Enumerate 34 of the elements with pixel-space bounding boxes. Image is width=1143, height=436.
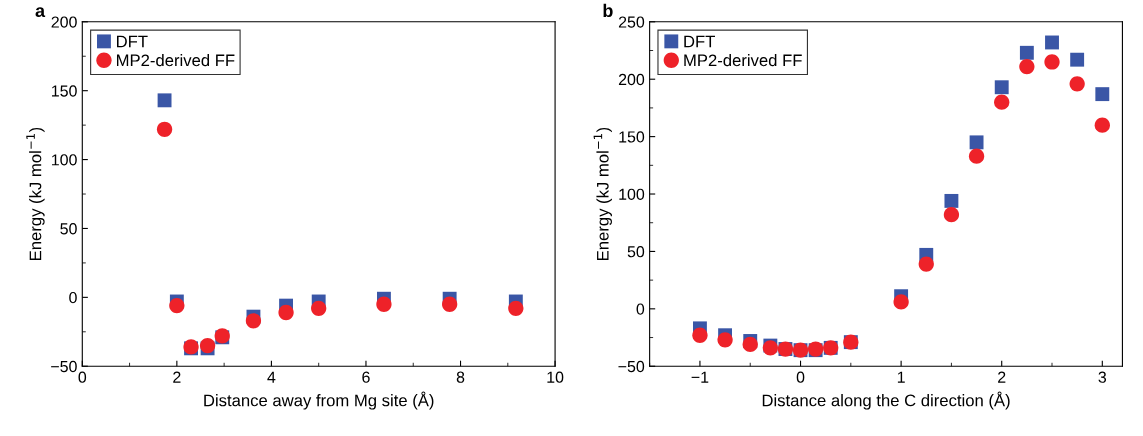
x-axis-title: Distance away from Mg site (Å) [204,391,434,410]
y-tick-label: 150 [619,131,645,143]
y-tick-label: 100 [619,188,645,200]
x-tick-label: 2 [173,371,181,383]
legend-label: MP2-derived FF [684,54,802,67]
y-tick-label: −50 [51,360,77,373]
x-tick-label: −1 [691,371,709,383]
x-tick-label: 3 [1098,371,1107,383]
y-tick-label: 250 [618,16,645,28]
x-tick-label: 0 [796,371,805,383]
y-tick-label: 200 [51,16,77,28]
x-tick-label: 0 [78,371,87,383]
legend-label: DFT [117,35,148,48]
y-tick-label: 0 [636,303,645,315]
x-tick-label: 6 [362,371,370,383]
y-tick-label: 0 [69,291,77,304]
y-tick-label: 100 [52,154,77,166]
x-tick-label: 2 [998,371,1006,383]
y-tick-label: 50 [60,223,77,235]
x-tick-label: 1 [897,371,905,383]
x-axis-title: Distance along the C direction (Å) [762,391,1010,410]
legend-label: DFT [684,35,715,48]
x-tick-label: 8 [456,371,465,383]
x-tick-label: 4 [267,371,276,383]
y-axis-title: Energy (kJ mol$^{−1}$) [593,127,612,260]
x-tick-label: 10 [547,371,564,383]
chart-title: b [603,3,613,18]
y-tick-label: 150 [52,85,77,97]
y-tick-label: 200 [618,73,645,86]
chart-title: a [35,7,46,18]
y-tick-label: −50 [618,360,645,373]
legend-label: MP2-derived FF [117,54,235,67]
y-tick-label: 50 [627,246,645,258]
y-axis-title: Energy (kJ mol$^{−1}$) [26,127,45,260]
